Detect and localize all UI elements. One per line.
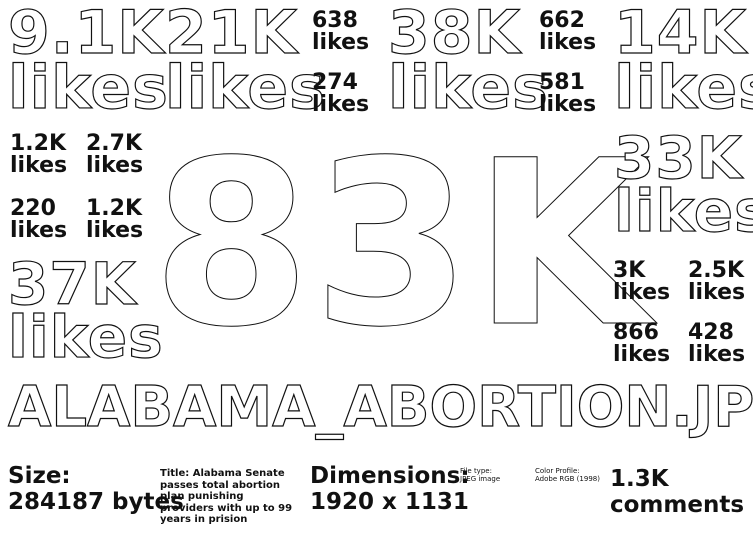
like-unit: likes bbox=[613, 177, 753, 246]
like-count: 428 bbox=[688, 320, 734, 345]
likes-tile-14k: 14K likes bbox=[613, 0, 753, 124]
filetype-block: File type: JPEG image bbox=[460, 467, 500, 484]
comments-block: 1.3K comments bbox=[610, 466, 744, 519]
likes-tile-638: 638 likes bbox=[312, 10, 369, 54]
like-count: 2.5K bbox=[688, 258, 745, 283]
like-count: 9.1K bbox=[7, 0, 165, 68]
like-unit: likes bbox=[86, 153, 144, 178]
filetype-value: JPEG image bbox=[460, 475, 501, 484]
like-count: 1.2K bbox=[10, 131, 67, 156]
like-unit: likes bbox=[613, 342, 671, 367]
like-unit: likes bbox=[7, 303, 164, 372]
like-unit: likes bbox=[164, 53, 326, 124]
filename-title: ALABAMA_ABORTION.JPG bbox=[7, 375, 753, 440]
color-profile-value: Adobe RGB (1998) bbox=[535, 475, 600, 484]
color-profile-label: Color Profile: bbox=[535, 467, 580, 475]
like-unit: likes bbox=[539, 92, 597, 117]
like-count: 662 bbox=[539, 8, 585, 33]
like-count: 21K bbox=[164, 0, 298, 68]
title-block: Title: Alabama Senate passes total abort… bbox=[160, 468, 293, 525]
like-unit: likes bbox=[613, 53, 753, 124]
dimensions-value: 1920 x 1131 bbox=[310, 489, 469, 516]
like-unit: likes bbox=[312, 92, 370, 117]
comments-count: 1.3K bbox=[610, 466, 669, 492]
like-count: 3K bbox=[613, 258, 646, 283]
likes-tile-274: 274 likes bbox=[312, 72, 369, 116]
like-count: 220 bbox=[10, 196, 56, 221]
color-profile-block: Color Profile: Adobe RGB (1998) bbox=[535, 467, 600, 484]
like-count: 37K bbox=[7, 250, 137, 318]
likes-tile-581: 581 likes bbox=[539, 72, 596, 116]
like-count: 274 bbox=[312, 70, 358, 95]
like-count: 33K bbox=[613, 124, 743, 192]
dimensions-block: Dimensions: 1920 x 1131 bbox=[310, 463, 470, 516]
likes-tile-21k: 21K likes bbox=[164, 0, 326, 124]
likes-tile-662: 662 likes bbox=[539, 10, 596, 54]
like-count: 866 bbox=[613, 320, 659, 345]
like-count: 2.7K bbox=[86, 131, 143, 156]
like-count: 14K bbox=[613, 0, 747, 68]
like-count: 38K bbox=[387, 0, 521, 68]
like-unit: likes bbox=[10, 218, 68, 243]
like-unit: likes bbox=[312, 30, 370, 55]
likes-tile-9-1k: 9.1K likes bbox=[7, 0, 169, 124]
size-block: Size: 284187 bytes bbox=[8, 463, 184, 516]
like-unit: likes bbox=[688, 342, 746, 367]
size-label: Size: bbox=[8, 463, 71, 489]
comments-label: comments bbox=[610, 492, 745, 519]
likes-tile-83k: 83K bbox=[152, 111, 652, 377]
size-value: 284187 bytes bbox=[8, 489, 184, 516]
like-count: 638 bbox=[312, 8, 358, 33]
like-unit: likes bbox=[387, 53, 549, 124]
likes-tile-38k: 38K likes bbox=[387, 0, 549, 124]
likes-tile-37k: 37K likes bbox=[7, 250, 164, 372]
like-count: 1.2K bbox=[86, 196, 143, 221]
likes-tile-2-5k: 2.5K likes bbox=[688, 260, 745, 304]
like-unit: likes bbox=[539, 30, 597, 55]
likes-tile-33k: 33K likes bbox=[613, 124, 753, 246]
likes-tile-866: 866 likes bbox=[613, 322, 670, 366]
likes-tile-428: 428 likes bbox=[688, 322, 745, 366]
like-unit: likes bbox=[10, 153, 68, 178]
filetype-label: File type: bbox=[460, 467, 492, 475]
like-count: 581 bbox=[539, 70, 585, 95]
likes-tile-3k: 3K likes bbox=[613, 260, 670, 304]
likes-tile-1-2k-b: 1.2K likes bbox=[86, 198, 143, 242]
like-unit: likes bbox=[7, 53, 169, 124]
featured-like-count: 83K bbox=[152, 111, 652, 377]
like-unit: likes bbox=[86, 218, 144, 243]
likes-tile-2-7k: 2.7K likes bbox=[86, 133, 143, 177]
likes-tile-220: 220 likes bbox=[10, 198, 67, 242]
likes-tile-1-2k: 1.2K likes bbox=[10, 133, 67, 177]
like-unit: likes bbox=[688, 280, 746, 305]
dimensions-label: Dimensions: bbox=[310, 463, 470, 489]
like-unit: likes bbox=[613, 280, 671, 305]
